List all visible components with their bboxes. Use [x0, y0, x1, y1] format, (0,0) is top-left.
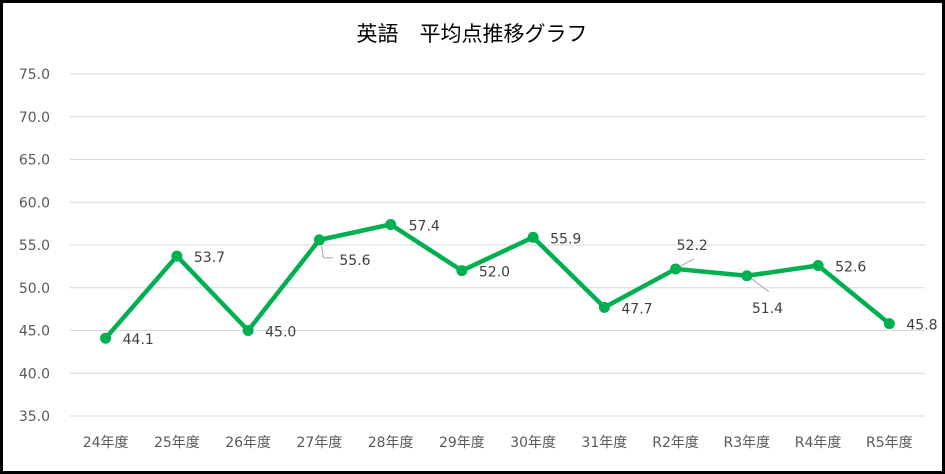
data-label: 55.6 [339, 253, 370, 269]
data-point [883, 318, 895, 330]
data-point [385, 218, 397, 230]
data-point [171, 250, 183, 262]
data-label: 55.9 [550, 231, 581, 247]
data-label: 52.0 [479, 265, 510, 281]
y-tick-label: 35.0 [19, 409, 50, 425]
data-label: 44.1 [123, 332, 154, 348]
x-tick-label: 25年度 [154, 435, 200, 451]
data-label: 51.4 [752, 301, 783, 317]
data-label: 52.6 [835, 260, 866, 276]
data-point [741, 270, 753, 282]
y-tick-label: 70.0 [19, 110, 50, 126]
data-label: 45.0 [265, 325, 296, 341]
data-point [598, 301, 610, 313]
x-tick-label: 24年度 [83, 435, 129, 451]
data-point [812, 260, 824, 272]
data-label: 57.4 [409, 218, 440, 234]
x-tick-label: R3年度 [724, 435, 771, 451]
y-tick-label: 45.0 [19, 324, 50, 340]
chart-title: 英語 平均点推移グラフ [357, 22, 588, 46]
data-point [313, 234, 325, 246]
data-point [242, 325, 254, 336]
leader-line [748, 276, 770, 293]
data-point [670, 263, 682, 275]
y-tick-label: 55.0 [19, 238, 50, 254]
x-tick-label: 28年度 [368, 435, 414, 451]
x-tick-label: R2年度 [652, 435, 699, 451]
series-line [103, 222, 891, 340]
x-tick-label: 26年度 [225, 435, 271, 451]
data-point [456, 265, 468, 277]
x-tick-label: 30年度 [510, 435, 556, 451]
x-tick-label: R4年度 [795, 435, 842, 451]
y-tick-label: 50.0 [19, 281, 50, 297]
y-tick-label: 40.0 [19, 366, 50, 382]
data-label: 52.2 [677, 238, 708, 254]
y-tick-label: 65.0 [19, 153, 50, 169]
x-tick-label: R5年度 [866, 435, 913, 451]
data-label: 47.7 [621, 301, 652, 317]
y-tick-label: 75.0 [19, 67, 50, 83]
data-label: 53.7 [194, 250, 225, 266]
y-tick-label: 60.0 [19, 195, 50, 211]
data-point [527, 231, 539, 243]
x-tick-label: 31年度 [581, 435, 627, 451]
data-point [100, 332, 112, 344]
x-tick-label: 29年度 [439, 435, 485, 451]
leader-line [320, 245, 324, 258]
data-label: 45.8 [906, 318, 937, 334]
x-tick-label: 27年度 [296, 435, 342, 451]
